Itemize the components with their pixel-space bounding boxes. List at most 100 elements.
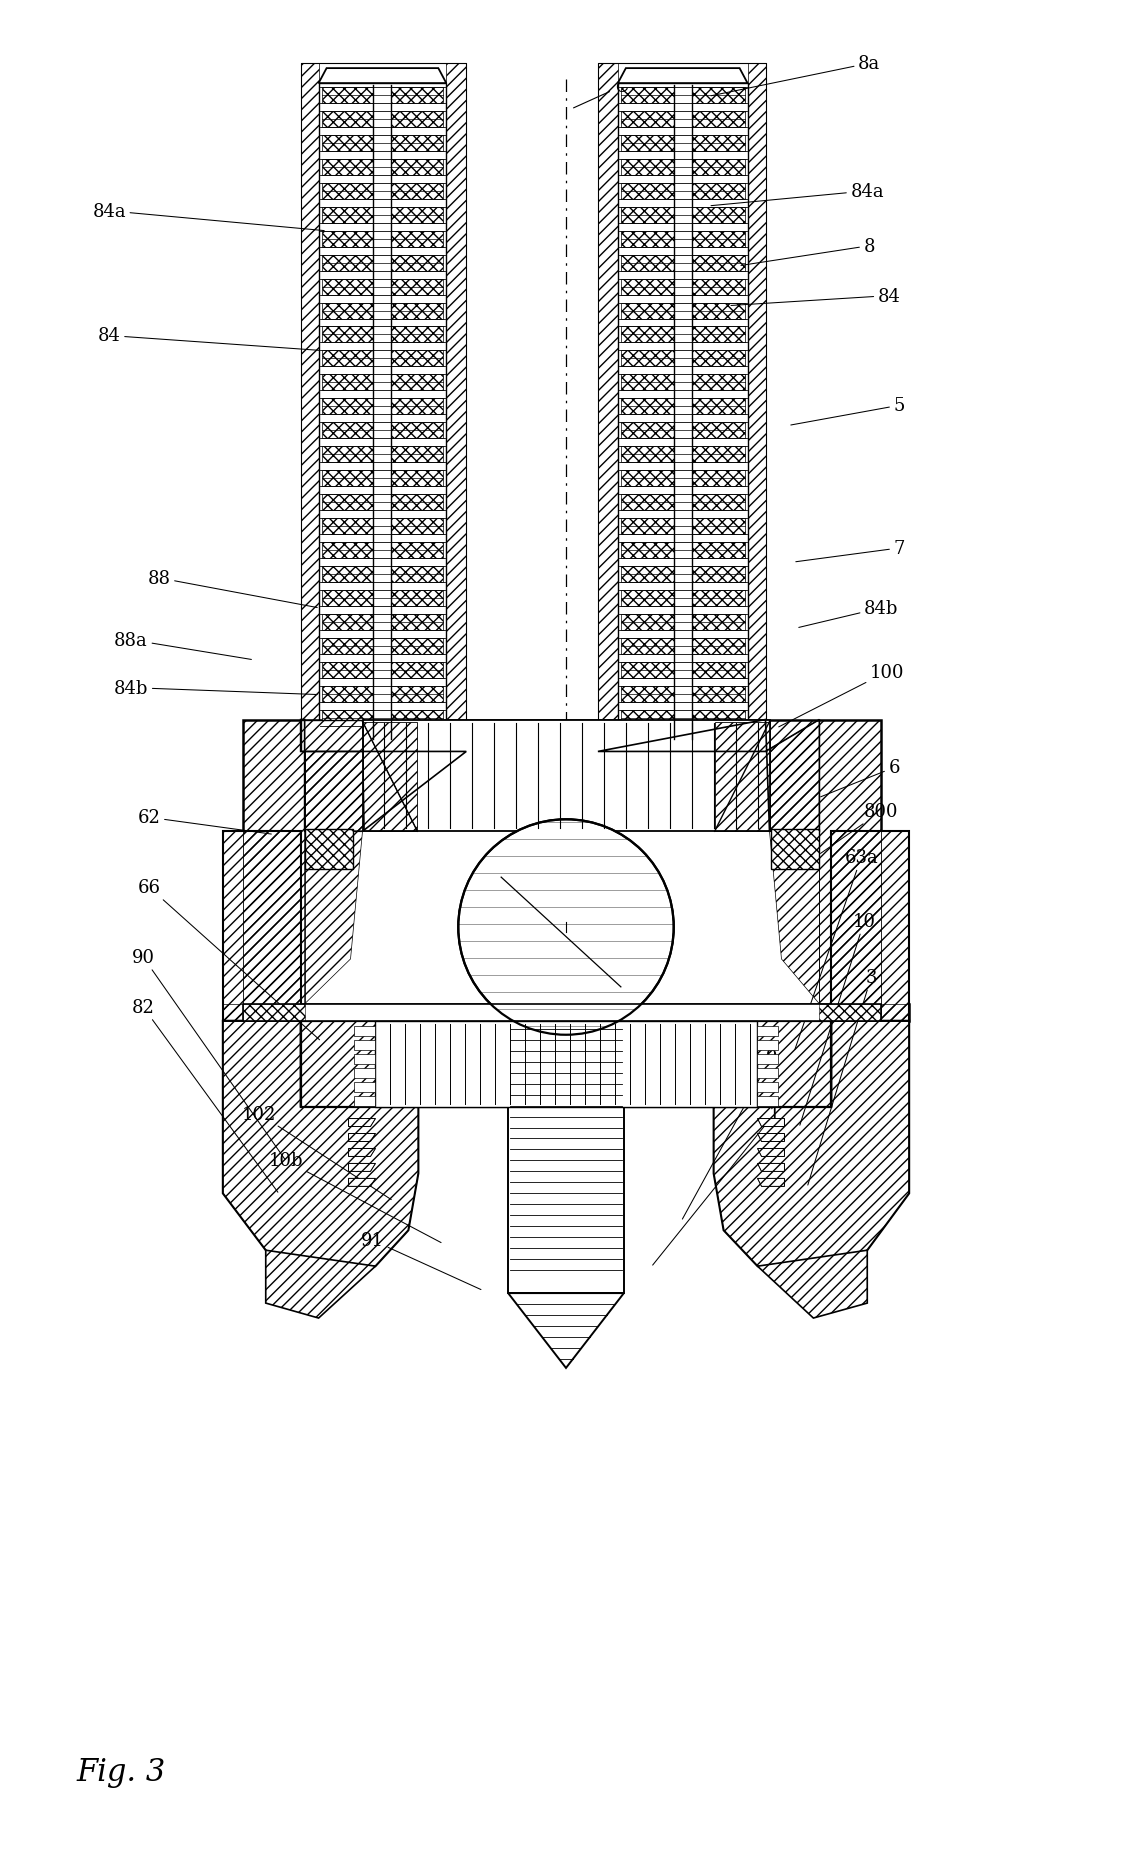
Bar	[832, 831, 909, 1021]
Text: 84a: 84a	[712, 183, 884, 207]
Text: 91: 91	[361, 1232, 480, 1290]
Text: 6: 6	[820, 759, 900, 798]
Polygon shape	[714, 1021, 909, 1281]
Text: 90: 90	[131, 949, 284, 1159]
Bar	[621, 518, 744, 535]
Bar	[375, 1021, 757, 1107]
Bar	[322, 160, 443, 175]
Bar	[322, 255, 443, 272]
Bar	[322, 328, 443, 343]
Bar	[621, 231, 744, 248]
Bar	[300, 720, 467, 751]
Polygon shape	[223, 1021, 418, 1281]
Bar	[621, 447, 744, 462]
Polygon shape	[757, 1068, 778, 1077]
Bar	[621, 160, 744, 175]
Bar	[598, 720, 766, 751]
Bar	[621, 112, 744, 129]
Text: 3: 3	[808, 969, 877, 1186]
Bar	[832, 1005, 909, 1021]
Bar	[322, 207, 443, 224]
Bar	[621, 567, 744, 583]
Bar	[621, 615, 744, 630]
Polygon shape	[757, 1081, 778, 1092]
Bar	[322, 494, 443, 511]
Text: 84b: 84b	[114, 678, 317, 697]
Bar	[757, 1021, 832, 1107]
Text: 66: 66	[137, 878, 320, 1040]
Polygon shape	[353, 1055, 375, 1064]
Bar	[832, 831, 909, 1021]
Bar	[318, 84, 446, 742]
Bar	[598, 720, 766, 751]
Bar	[322, 423, 443, 440]
Bar	[621, 399, 744, 416]
Polygon shape	[349, 1178, 375, 1187]
Text: 100: 100	[778, 664, 904, 727]
Polygon shape	[758, 1163, 784, 1172]
Bar	[242, 1005, 881, 1021]
Text: 62: 62	[137, 809, 271, 835]
Bar	[621, 350, 744, 367]
Text: 10b: 10b	[269, 1152, 441, 1243]
Polygon shape	[353, 1096, 375, 1105]
Polygon shape	[758, 1251, 867, 1318]
Bar	[300, 1021, 375, 1107]
Text: 800: 800	[820, 803, 898, 854]
Polygon shape	[353, 1068, 375, 1077]
Bar	[621, 494, 744, 511]
Polygon shape	[349, 1118, 375, 1128]
Bar	[508, 1021, 624, 1294]
Text: 88: 88	[147, 570, 317, 608]
Bar	[772, 829, 819, 870]
Polygon shape	[318, 69, 446, 84]
Bar	[322, 591, 443, 606]
Polygon shape	[757, 1055, 778, 1064]
Bar	[621, 304, 744, 319]
Circle shape	[458, 820, 674, 1035]
Text: 84a: 84a	[92, 203, 324, 231]
Bar	[300, 63, 467, 751]
Bar	[322, 136, 443, 151]
Bar	[322, 375, 443, 391]
Text: 9: 9	[682, 1048, 777, 1219]
Bar	[322, 304, 443, 319]
Polygon shape	[353, 1040, 375, 1049]
Bar	[305, 829, 352, 870]
Bar	[621, 136, 744, 151]
Bar	[621, 423, 744, 440]
Bar	[621, 472, 744, 487]
Bar	[322, 567, 443, 583]
Polygon shape	[349, 1133, 375, 1143]
Polygon shape	[349, 1163, 375, 1172]
Text: 82: 82	[131, 999, 278, 1193]
Polygon shape	[757, 1096, 778, 1105]
Text: C: C	[573, 78, 629, 108]
Bar	[242, 1005, 305, 1021]
Text: 84: 84	[731, 287, 901, 306]
Bar	[322, 280, 443, 295]
Text: 1: 1	[653, 1105, 781, 1266]
Bar	[322, 88, 443, 104]
Polygon shape	[758, 1118, 784, 1128]
Polygon shape	[758, 1133, 784, 1143]
Bar	[223, 1005, 909, 1021]
Bar	[322, 447, 443, 462]
Bar	[242, 720, 881, 1021]
Bar	[621, 637, 744, 654]
Bar	[363, 720, 769, 831]
Text: 84b: 84b	[799, 600, 898, 628]
Polygon shape	[353, 1081, 375, 1092]
Bar	[322, 112, 443, 129]
Polygon shape	[266, 1251, 375, 1318]
Bar	[300, 1021, 832, 1107]
Bar	[322, 662, 443, 678]
Bar	[322, 710, 443, 727]
Bar	[322, 399, 443, 416]
Polygon shape	[349, 1148, 375, 1158]
Bar	[322, 185, 443, 199]
Text: 8: 8	[741, 237, 875, 267]
Bar	[223, 1005, 300, 1021]
Polygon shape	[508, 1294, 624, 1368]
Bar	[598, 63, 766, 751]
